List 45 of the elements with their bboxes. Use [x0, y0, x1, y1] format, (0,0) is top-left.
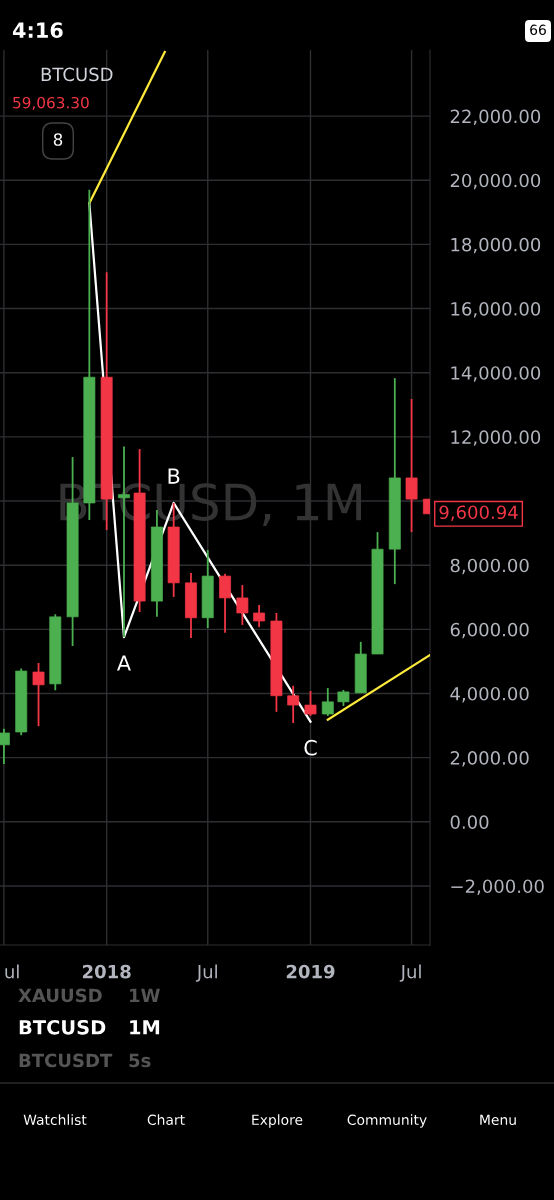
y-tick-label: 18,000.00 — [451, 237, 541, 254]
y-tick-label: 0.00 — [450, 815, 489, 829]
x-tick-label: Jul — [195, 964, 217, 982]
text: 59,063.30 — [13, 96, 89, 110]
candlestick — [304, 690, 317, 717]
candlestick — [219, 572, 231, 634]
y-tick-label: 22,000.00 — [450, 109, 541, 126]
candlestick — [405, 398, 418, 534]
x-tick-label: ul — [5, 964, 19, 979]
annotation: 8 — [53, 133, 63, 146]
text: 4:16 — [12, 22, 63, 39]
y-tick-label: 12,000.00 — [451, 430, 541, 446]
text: Watchlist — [23, 1114, 87, 1126]
y-tick-label: 4,000.00 — [450, 686, 529, 703]
text: Community — [347, 1114, 427, 1128]
text: 66 — [530, 24, 546, 36]
x-tick-label: 2019 — [286, 964, 335, 979]
text: 1M — [130, 1020, 160, 1035]
annotation: C — [304, 739, 317, 756]
y-tick-label: 2,000.00 — [450, 751, 529, 767]
text: BTCUSD — [41, 67, 113, 82]
x-tick-label: 2018 — [82, 964, 131, 979]
y-tick-label: 14,000.00 — [451, 366, 541, 382]
y-tick-label: 8,000.00 — [450, 558, 529, 575]
text: 5s — [129, 1053, 151, 1068]
candlestick — [321, 687, 334, 717]
y-tick-label: 16,000.00 — [451, 302, 541, 318]
text: 9,600.94 — [439, 505, 518, 521]
text: Menu — [480, 1114, 516, 1126]
text: Explore — [252, 1114, 303, 1128]
annotation: A — [117, 655, 131, 671]
y-tick-label: 6,000.00 — [450, 622, 529, 639]
candlestick — [32, 662, 45, 728]
candlestick — [236, 584, 249, 626]
candlestick — [253, 604, 266, 629]
candlestick — [287, 684, 300, 724]
text: BTCUSD — [19, 1019, 106, 1035]
x-tick-label: Jul — [399, 964, 421, 982]
text: Chart — [147, 1114, 185, 1126]
annotation: B — [168, 468, 180, 484]
text: BTCUSDT — [19, 1053, 113, 1068]
y-tick-label: 20,000.00 — [450, 173, 541, 190]
y-tick-label: −2,000.00 — [451, 879, 544, 895]
text: 1W — [130, 988, 160, 1002]
text: XAUUSD — [18, 988, 102, 1003]
